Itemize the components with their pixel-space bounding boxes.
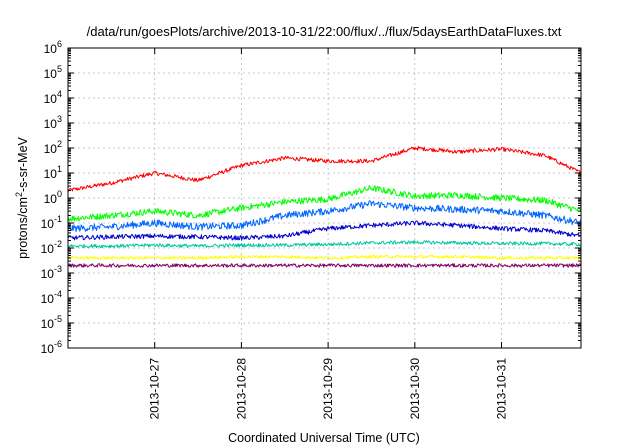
y-tick-labels: 10-6 10-5 10-4 10-3 10-2 10-1 100 101 102 103 104 1… [41, 39, 62, 356]
y-tick-label: 10-3 [41, 264, 62, 281]
y-tick-label: 10-4 [41, 289, 62, 306]
series-line-5 [67, 240, 582, 249]
y-tick-label: 105 [44, 64, 62, 81]
series-line-7 [67, 263, 582, 268]
y-tick-label: 102 [44, 139, 62, 156]
tick-layer [68, 47, 581, 349]
y-tick-label: 100 [44, 189, 62, 206]
y-tick-label: 104 [44, 89, 62, 106]
series-line-6 [67, 254, 582, 260]
y-axis-label: protons/cm2-s-sr-MeV [14, 136, 30, 258]
y-tick-label: 10-1 [41, 214, 62, 231]
x-tick-label: 2013-10-31 [495, 358, 509, 420]
y-tick-label: 106 [44, 39, 62, 56]
x-axis-label: Coordinated Universal Time (UTC) [228, 431, 420, 445]
x-tick-label: 2013-10-30 [408, 358, 422, 420]
series-line-4 [67, 220, 582, 241]
y-tick-label: 10-5 [41, 314, 62, 331]
y-tick-label: 103 [44, 114, 62, 131]
series-line-2 [67, 185, 582, 222]
y-tick-label: 10-6 [41, 339, 62, 356]
y-tick-label: 10-2 [41, 239, 62, 256]
series-line-3 [67, 200, 582, 233]
x-tick-labels: 2013-10-27 2013-10-28 2013-10-29 2013-10-30… [148, 358, 509, 420]
x-tick-label: 2013-10-29 [321, 358, 335, 420]
series-line-1 [67, 146, 582, 192]
y-tick-label: 101 [44, 164, 62, 181]
chart-title: /data/run/goesPlots/archive/2013-10-31/2… [87, 24, 562, 39]
x-tick-label: 2013-10-27 [148, 358, 162, 420]
x-tick-label: 2013-10-28 [234, 358, 248, 420]
series-layer [67, 146, 582, 268]
grid-layer [68, 47, 581, 349]
